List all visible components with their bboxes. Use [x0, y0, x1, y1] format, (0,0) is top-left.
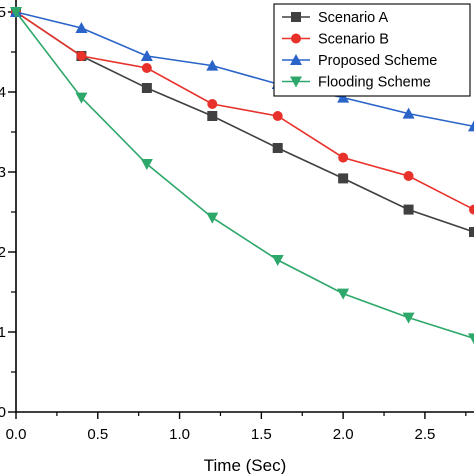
series-line	[15, 11, 474, 233]
legend-item: Proposed Scheme	[282, 53, 437, 69]
data-point	[402, 107, 415, 119]
data-point	[141, 63, 152, 73]
series-line	[15, 11, 474, 211]
data-point	[140, 50, 153, 61]
data-point	[469, 227, 474, 237]
legend-marker	[290, 54, 302, 65]
x-axis-title: Time (Sec)	[204, 456, 287, 474]
legend-label: Scenario A	[318, 10, 388, 26]
legend-marker	[291, 12, 301, 22]
axes: 0.0 0.5 1.0 1.5 2.0 2.5 0 1 2 3 4 5	[0, 0, 474, 443]
x-tick-label: 2.5	[414, 426, 435, 443]
legend-item: Scenario A	[282, 10, 388, 26]
data-point	[272, 111, 283, 121]
series-line	[15, 11, 474, 128]
data-point	[337, 288, 350, 300]
series-scenario-b	[11, 7, 474, 215]
x-tick-label: 2.0	[333, 426, 354, 443]
x-tick-label: 0.0	[6, 426, 27, 443]
data-point	[207, 99, 218, 109]
data-point	[468, 120, 474, 132]
legend-item: Flooding Scheme	[282, 75, 431, 91]
data-point	[76, 51, 87, 61]
x-tick-label: 0.5	[87, 426, 108, 443]
x-tick-label: 1.0	[169, 426, 190, 443]
y-tick-label: 4	[0, 84, 6, 101]
data-point	[402, 312, 415, 324]
y-tick-label: 3	[0, 164, 6, 181]
legend-marker	[291, 33, 301, 44]
legend-label: Proposed Scheme	[318, 53, 437, 69]
data-point	[469, 204, 474, 215]
data-point	[75, 92, 88, 104]
data-point	[206, 212, 219, 224]
data-point	[140, 159, 153, 170]
data-point	[10, 7, 22, 18]
data-point	[338, 152, 349, 163]
data-point	[206, 59, 219, 71]
y-tick-label: 5	[0, 4, 6, 21]
y-tick-label: 0	[0, 404, 6, 421]
data-point	[75, 22, 88, 33]
legend: Scenario A Scenario B Proposed Scheme Flood…	[273, 3, 471, 97]
data-point	[338, 173, 349, 184]
legend-box	[273, 3, 471, 97]
y-tick-label: 1	[0, 324, 6, 341]
data-point	[403, 204, 414, 215]
y-tick-label: 2	[0, 244, 6, 261]
data-point	[337, 91, 350, 103]
series-line	[15, 11, 474, 340]
series-flooding-scheme	[10, 7, 474, 345]
data-point	[272, 143, 283, 153]
data-point	[271, 255, 284, 266]
legend-label: Scenario B	[318, 32, 389, 48]
data-point	[207, 111, 218, 121]
data-point	[141, 83, 152, 93]
x-tick-label: 1.5	[251, 426, 272, 443]
data-point	[468, 333, 474, 345]
data-point	[403, 171, 414, 181]
legend-label: Flooding Scheme	[318, 75, 431, 91]
legend-item: Scenario B	[282, 32, 389, 48]
legend-marker	[290, 76, 302, 88]
